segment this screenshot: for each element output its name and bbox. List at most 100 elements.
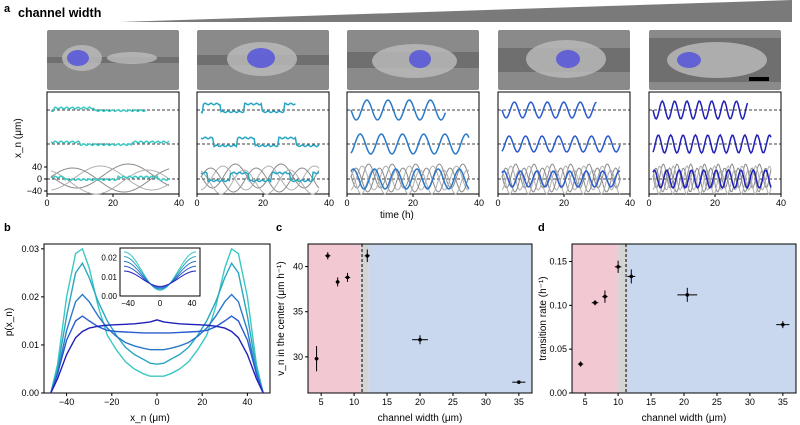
inset-x-tick-label: −40 — [121, 299, 135, 308]
trajectory-line — [200, 136, 320, 148]
micrograph-3 — [347, 30, 479, 90]
distribution-line — [50, 247, 264, 394]
data-point — [345, 275, 350, 280]
inset-y-tick-label: 0.00 — [101, 292, 117, 301]
inset-y-tick-label: 0.02 — [101, 254, 117, 263]
background-trajectory — [350, 163, 470, 189]
y-tick-label: 0.15 — [549, 257, 567, 267]
y-tick-label: 0.00 — [21, 388, 39, 398]
data-point — [325, 253, 330, 258]
trajectory-line — [200, 171, 320, 183]
x-tick-label: 20 — [408, 198, 418, 208]
y-tick-label: 40 — [293, 262, 303, 272]
x-axis-label: channel width (μm) — [378, 413, 463, 424]
distribution-line — [50, 293, 264, 394]
data-point — [685, 293, 690, 297]
trajectory-line — [501, 135, 621, 153]
trajectory-line — [200, 102, 296, 114]
y-tick-label: 40 — [32, 162, 42, 172]
x-tick-label: 5 — [319, 397, 324, 407]
data-point — [517, 380, 521, 384]
y-tick-label: 0.05 — [549, 344, 567, 354]
x-tick-label: 40 — [174, 198, 184, 208]
scale-bar — [749, 77, 769, 81]
data-point — [593, 300, 597, 305]
x-tick-label: 20 — [258, 198, 268, 208]
inset-line — [123, 270, 197, 287]
background-trajectory — [50, 169, 170, 195]
x-tick-label: 20 — [710, 198, 720, 208]
data-point — [335, 280, 340, 284]
x-axis-label: channel width (μm) — [642, 413, 727, 424]
trajectory-line — [652, 133, 772, 155]
x-tick-label: 0 — [154, 397, 159, 407]
micrograph-1 — [47, 30, 179, 90]
y-tick-label: −40 — [27, 186, 42, 196]
x-tick-label: −20 — [104, 397, 119, 407]
micrograph-2 — [197, 30, 329, 90]
background-trajectory — [501, 165, 621, 191]
panel-label-d: d — [538, 222, 545, 234]
trajectory-line — [652, 99, 749, 121]
panel-a-ylabel: x_n (μm) — [13, 118, 24, 158]
trajectory-line — [350, 99, 447, 121]
x-tick-label: 20 — [197, 397, 207, 407]
region-band — [368, 244, 532, 393]
data-point — [603, 294, 607, 299]
x-tick-label: 35 — [778, 397, 788, 407]
region-band — [618, 244, 628, 393]
background-trajectory — [200, 169, 320, 195]
channel-width-label: channel width — [18, 6, 102, 20]
distribution-line — [50, 315, 264, 394]
channel-width-wedge — [120, 0, 792, 22]
distribution-line — [50, 319, 264, 394]
x-tick-label: 0 — [44, 198, 49, 208]
panel-label-c: c — [276, 222, 283, 234]
y-axis-label: v_n in the center (μm h⁻¹) — [276, 261, 287, 375]
trajectory-line — [501, 170, 621, 188]
data-point — [616, 264, 620, 269]
y-tick-label: 30 — [293, 352, 303, 362]
x-tick-label: 20 — [415, 397, 425, 407]
panel-d-chart: 5 10 15 20 25 30 35 0.00 0.05 0.10 0.15 channel wid… — [538, 243, 797, 424]
region-band — [360, 244, 369, 393]
inset-x-tick-label: 0 — [158, 299, 163, 308]
background-trajectory — [501, 163, 621, 189]
trajectory-line — [50, 140, 170, 147]
x-tick-label: 15 — [646, 397, 656, 407]
background-trajectory — [200, 167, 320, 193]
data-point — [781, 322, 785, 327]
x-tick-label: 25 — [448, 397, 458, 407]
x-tick-label: 0 — [344, 198, 349, 208]
trajectory-line — [50, 175, 170, 182]
region-band — [628, 244, 796, 393]
x-tick-label: 5 — [583, 397, 588, 407]
background-trajectory — [50, 167, 170, 193]
x-tick-label: 15 — [382, 397, 392, 407]
trajectory-line — [50, 106, 146, 113]
x-tick-label: 10 — [613, 397, 623, 407]
y-tick-label: 0 — [37, 174, 42, 184]
data-point — [418, 337, 422, 342]
x-tick-label: 25 — [712, 397, 722, 407]
x-tick-label: 0 — [194, 198, 199, 208]
data-point — [365, 253, 370, 258]
x-tick-label: 20 — [559, 198, 569, 208]
x-tick-label: 20 — [108, 198, 118, 208]
x-tick-label: 30 — [745, 397, 755, 407]
panel-c-chart: 5 10 15 20 25 30 35 30 35 40 channel width (μm) v_n… — [276, 243, 533, 424]
y-axis-label: transition rate (h⁻¹) — [538, 276, 549, 360]
inset-line — [123, 260, 197, 289]
inset-line — [123, 265, 197, 288]
background-trajectory — [652, 169, 772, 195]
y-axis-label: p(x_n) — [4, 308, 15, 336]
y-tick-label: 0.00 — [549, 388, 567, 398]
inset-y-tick-label: 0.01 — [101, 273, 117, 282]
inset-x-tick-label: 40 — [188, 299, 197, 308]
x-tick-label: 40 — [625, 198, 635, 208]
trajectory-line — [501, 101, 597, 119]
x-tick-label: 0 — [646, 198, 651, 208]
x-tick-label: 40 — [474, 198, 484, 208]
y-tick-label: 0.03 — [21, 244, 39, 254]
region-band — [572, 244, 619, 393]
